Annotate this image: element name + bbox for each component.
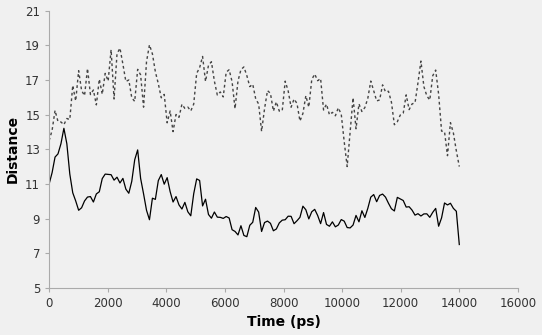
X-axis label: Time (ps): Time (ps) xyxy=(247,316,320,329)
Y-axis label: Distance: Distance xyxy=(5,115,20,183)
